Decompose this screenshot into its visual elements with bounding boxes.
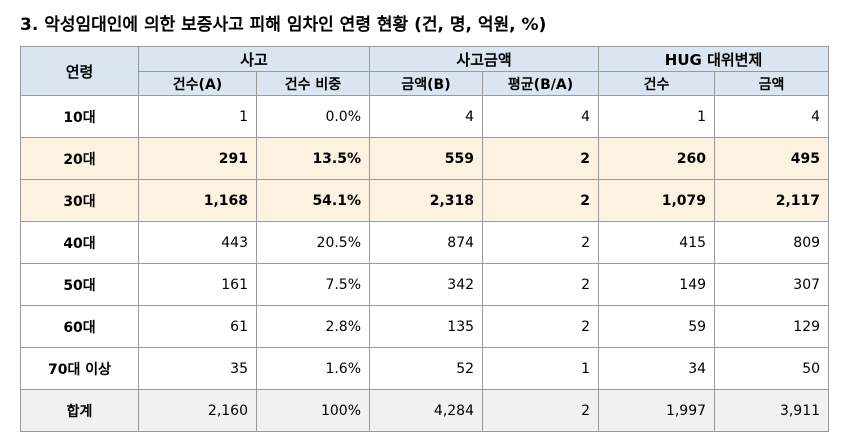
cell-average: 2 — [482, 305, 600, 348]
header-count-a: 건수(A) — [138, 71, 257, 96]
cell-count: 443 — [138, 221, 257, 264]
cell-amount: 342 — [369, 263, 484, 306]
cell-share: 0.0% — [255, 95, 371, 138]
cell-amount: 52 — [369, 347, 484, 390]
cell-share: 1.6% — [255, 347, 371, 390]
cell-amount: 4 — [369, 95, 484, 138]
cell-count: 1 — [138, 95, 257, 138]
row-label: 60대 — [20, 305, 139, 348]
cell-hug-amount: 809 — [714, 221, 830, 264]
cell-hug-amount: 495 — [714, 137, 830, 180]
cell-average: 2 — [482, 221, 600, 264]
table-row: 70대 이상 35 1.6% 52 1 34 50 — [20, 347, 830, 390]
cell-average: 2 — [482, 137, 600, 180]
cell-count: 291 — [138, 137, 257, 180]
cell-hug-count: 34 — [598, 347, 716, 390]
cell-hug-amount: 50 — [714, 347, 830, 390]
row-label: 10대 — [20, 95, 139, 138]
cell-count: 2,160 — [138, 389, 257, 432]
age-status-table: 연령 사고 사고금액 HUG 대위변제 건수(A) 건수 비중 금액(B) 평균… — [20, 46, 830, 432]
cell-count: 1,168 — [138, 179, 257, 222]
table-title: 3. 악성임대인에 의한 보증사고 피해 임차인 연령 현황 (건, 명, 억원… — [20, 15, 547, 35]
table-row: 60대 61 2.8% 135 2 59 129 — [20, 305, 830, 348]
cell-hug-count: 59 — [598, 305, 716, 348]
cell-amount: 559 — [369, 137, 484, 180]
cell-hug-count: 1,079 — [598, 179, 716, 222]
header-average: 평균(B/A) — [482, 71, 600, 96]
header-amount-b: 금액(B) — [369, 71, 484, 96]
row-label: 40대 — [20, 221, 139, 264]
table-row: 30대 1,168 54.1% 2,318 2 1,079 2,117 — [20, 179, 830, 222]
cell-average: 2 — [482, 389, 600, 432]
cell-hug-count: 1,997 — [598, 389, 716, 432]
table-row: 50대 161 7.5% 342 2 149 307 — [20, 263, 830, 306]
cell-hug-count: 415 — [598, 221, 716, 264]
cell-hug-amount: 129 — [714, 305, 830, 348]
cell-hug-amount: 2,117 — [714, 179, 830, 222]
cell-average: 2 — [482, 263, 600, 306]
cell-share: 20.5% — [255, 221, 371, 264]
cell-hug-amount: 4 — [714, 95, 830, 138]
cell-count: 35 — [138, 347, 257, 390]
header-group-accident-amount: 사고금액 — [369, 46, 600, 72]
header-hug-count: 건수 — [598, 71, 716, 96]
header-count-share: 건수 비중 — [255, 71, 371, 96]
cell-hug-count: 1 — [598, 95, 716, 138]
table-row: 40대 443 20.5% 874 2 415 809 — [20, 221, 830, 264]
row-label: 20대 — [20, 137, 139, 180]
cell-share: 2.8% — [255, 305, 371, 348]
cell-amount: 135 — [369, 305, 484, 348]
header-group-hug-subrogation: HUG 대위변제 — [598, 46, 830, 72]
row-label: 합계 — [20, 389, 139, 432]
cell-count: 61 — [138, 305, 257, 348]
table-row: 20대 291 13.5% 559 2 260 495 — [20, 137, 830, 180]
cell-average: 4 — [482, 95, 600, 138]
header-hug-amount: 금액 — [714, 71, 830, 96]
row-label: 50대 — [20, 263, 139, 306]
header-age: 연령 — [20, 46, 139, 96]
cell-amount: 4,284 — [369, 389, 484, 432]
table-row: 10대 1 0.0% 4 4 1 4 — [20, 95, 830, 138]
cell-average: 1 — [482, 347, 600, 390]
table-total-row: 합계 2,160 100% 4,284 2 1,997 3,911 — [20, 389, 830, 432]
cell-hug-amount: 307 — [714, 263, 830, 306]
cell-hug-count: 260 — [598, 137, 716, 180]
cell-share: 54.1% — [255, 179, 371, 222]
row-label: 30대 — [20, 179, 139, 222]
cell-average: 2 — [482, 179, 600, 222]
cell-amount: 2,318 — [369, 179, 484, 222]
row-label: 70대 이상 — [20, 347, 139, 390]
cell-share: 100% — [255, 389, 371, 432]
cell-count: 161 — [138, 263, 257, 306]
header-group-accident: 사고 — [137, 46, 371, 72]
cell-share: 7.5% — [255, 263, 371, 306]
cell-hug-count: 149 — [598, 263, 716, 306]
cell-amount: 874 — [369, 221, 484, 264]
cell-hug-amount: 3,911 — [714, 389, 830, 432]
cell-share: 13.5% — [255, 137, 371, 180]
